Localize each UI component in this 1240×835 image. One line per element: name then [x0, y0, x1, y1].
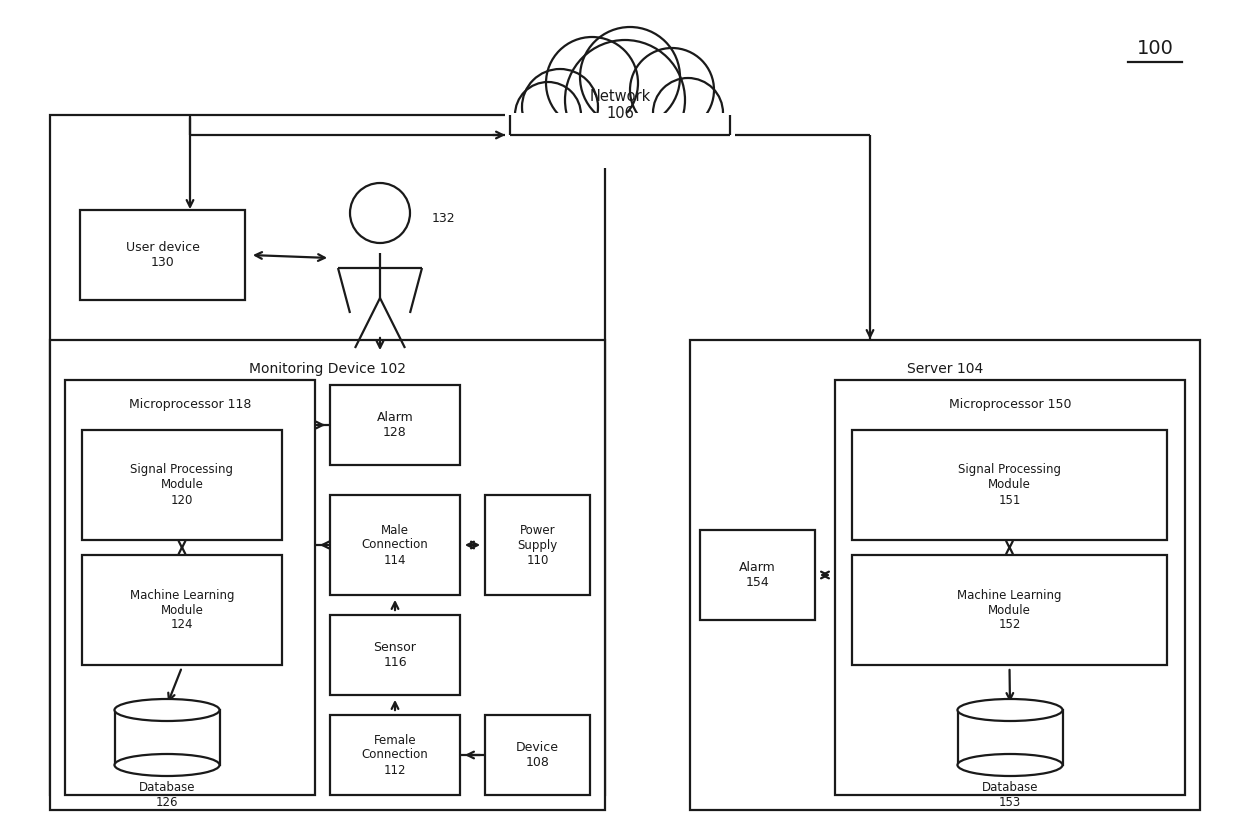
Bar — [330, 615, 460, 695]
Text: Database
126: Database 126 — [139, 781, 195, 809]
Bar — [81, 210, 246, 300]
Text: Machine Learning
Module
124: Machine Learning Module 124 — [130, 589, 234, 631]
Bar — [330, 385, 460, 465]
Bar — [82, 555, 281, 665]
Text: Power
Supply
110: Power Supply 110 — [517, 524, 558, 566]
Bar — [330, 495, 460, 595]
Bar — [689, 340, 1200, 810]
Bar — [485, 715, 590, 795]
Text: Sensor
116: Sensor 116 — [373, 641, 417, 669]
Text: Alarm
154: Alarm 154 — [739, 561, 776, 589]
Bar — [852, 555, 1167, 665]
Text: Alarm
128: Alarm 128 — [377, 411, 413, 439]
Text: Monitoring Device 102: Monitoring Device 102 — [249, 362, 405, 376]
Circle shape — [565, 40, 684, 160]
Text: 132: 132 — [432, 211, 455, 225]
Ellipse shape — [114, 699, 219, 721]
Text: Female
Connection
112: Female Connection 112 — [362, 733, 428, 777]
Text: Database
153: Database 153 — [982, 781, 1038, 809]
Circle shape — [580, 27, 680, 127]
Bar — [50, 115, 605, 795]
Text: Signal Processing
Module
120: Signal Processing Module 120 — [130, 463, 233, 507]
Text: User device
130: User device 130 — [125, 241, 200, 269]
Ellipse shape — [957, 699, 1063, 721]
Ellipse shape — [957, 754, 1063, 776]
Bar — [701, 530, 815, 620]
Bar — [82, 430, 281, 540]
Circle shape — [653, 78, 723, 148]
Circle shape — [515, 82, 582, 148]
Text: Server 104: Server 104 — [906, 362, 983, 376]
Bar — [64, 380, 315, 795]
Bar — [852, 430, 1167, 540]
Bar — [505, 113, 735, 168]
Circle shape — [522, 69, 598, 145]
Bar — [50, 340, 605, 810]
Text: Network
106: Network 106 — [589, 89, 651, 121]
Text: Signal Processing
Module
151: Signal Processing Module 151 — [959, 463, 1061, 507]
Bar — [485, 495, 590, 595]
Text: Microprocessor 150: Microprocessor 150 — [949, 398, 1071, 411]
Text: Device
108: Device 108 — [516, 741, 559, 769]
Circle shape — [630, 48, 714, 132]
Circle shape — [546, 37, 639, 129]
Text: Machine Learning
Module
152: Machine Learning Module 152 — [957, 589, 1061, 631]
Bar — [330, 715, 460, 795]
Ellipse shape — [114, 754, 219, 776]
Bar — [835, 380, 1185, 795]
Text: 100: 100 — [1137, 38, 1173, 58]
Text: Microprocessor 118: Microprocessor 118 — [129, 398, 252, 411]
Text: Male
Connection
114: Male Connection 114 — [362, 524, 428, 566]
